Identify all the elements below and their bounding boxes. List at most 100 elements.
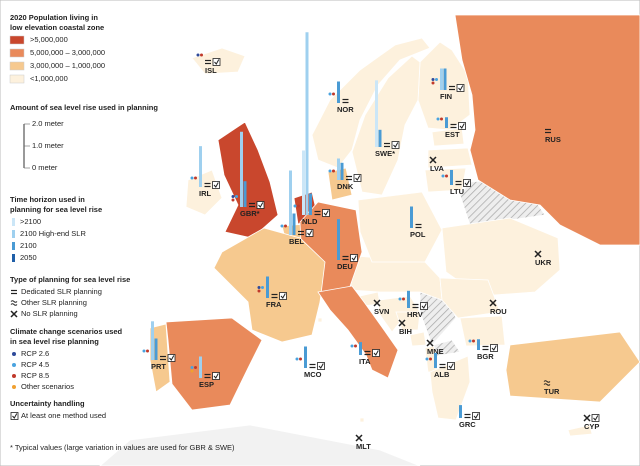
check-box xyxy=(305,229,314,237)
scenario-dot xyxy=(441,174,445,178)
legend-dot xyxy=(12,352,16,356)
legend-text: Other SLR planning xyxy=(21,298,87,307)
country-shape xyxy=(429,355,471,421)
legend-text: 2.0 meter xyxy=(32,119,64,128)
slr-bar xyxy=(337,219,340,260)
check-mark xyxy=(355,175,361,181)
planning-symbol xyxy=(429,156,437,164)
scenario-dot xyxy=(257,289,261,293)
country-label: TUR xyxy=(544,387,560,396)
planning-symbol xyxy=(489,299,497,307)
legend-text: Other scenarios xyxy=(21,382,74,391)
country-label: ALB xyxy=(434,370,450,379)
legend-text: 5,000,000 – 3,000,000 xyxy=(30,48,105,57)
check-mark xyxy=(213,182,219,188)
country-label: SVN xyxy=(374,307,389,316)
check-mark xyxy=(421,303,427,309)
scenario-dot xyxy=(235,195,238,198)
slr-bar xyxy=(199,356,202,378)
check-mark xyxy=(448,363,454,369)
planning-symbol xyxy=(543,380,551,386)
country-label: RUS xyxy=(545,135,561,144)
check-box xyxy=(472,412,480,420)
country-label: MCO xyxy=(304,370,322,379)
slr-bar xyxy=(337,81,340,103)
slr-bar xyxy=(266,276,269,298)
slr-bar xyxy=(434,352,437,368)
country-label: MNE xyxy=(427,347,444,356)
legend-text: 2100 High-end SLR xyxy=(20,229,86,238)
legend-text: low elevation coastal zone xyxy=(10,23,104,32)
slr-bar xyxy=(378,129,382,147)
legend-text: Type of planning for sea level rise xyxy=(10,275,130,284)
legend-text: Uncertainty handling xyxy=(10,399,85,408)
country-shape xyxy=(409,331,427,347)
check-box xyxy=(317,362,325,370)
country-label: BEL xyxy=(289,237,304,246)
scenario-dot xyxy=(231,195,235,198)
scenario-dot xyxy=(332,169,335,173)
legend-text: RCP 4.5 xyxy=(21,360,49,369)
slr-bar xyxy=(407,290,410,308)
legend-text: No SLR planning xyxy=(21,309,78,318)
footnote: * Typical values (large variation in val… xyxy=(10,443,235,452)
slr-bar xyxy=(359,342,362,355)
country-label: MLT xyxy=(356,442,371,451)
legend-swatch xyxy=(9,48,25,58)
country-label: BGR xyxy=(477,352,494,361)
check-box xyxy=(322,209,330,217)
scenario-dot xyxy=(435,78,438,81)
scenario-dot xyxy=(146,349,149,353)
planning-symbol xyxy=(534,250,542,258)
check-box xyxy=(372,349,380,357)
scenario-dot xyxy=(261,286,264,289)
scenario-dot xyxy=(468,339,472,343)
scenario-dot xyxy=(190,176,194,180)
check-mark xyxy=(307,230,313,236)
legend-dot xyxy=(12,363,16,367)
country-shape xyxy=(427,147,473,169)
check-box xyxy=(463,179,471,187)
slr-bar xyxy=(459,405,462,418)
country-label: GRC xyxy=(459,420,476,429)
country-shape xyxy=(213,227,326,343)
legend-text: RCP 2.6 xyxy=(21,349,49,358)
country-label: GBR* xyxy=(240,209,260,218)
scenario-dot xyxy=(328,92,332,96)
scenario-dot xyxy=(472,339,475,343)
check-mark xyxy=(459,123,465,129)
check-box xyxy=(167,354,176,362)
country-shape xyxy=(217,121,279,239)
scenario-dot xyxy=(429,357,432,361)
check-box xyxy=(458,122,466,130)
scenario-dot xyxy=(354,344,357,348)
check-mark xyxy=(458,85,464,91)
slr-bar xyxy=(450,169,453,185)
check-mark xyxy=(593,415,599,421)
planning-symbol xyxy=(583,414,591,422)
scenario-dot xyxy=(402,297,405,301)
check-mark xyxy=(351,255,357,261)
slr-bar xyxy=(240,131,243,207)
legend-text: 3,000,000 – 1,000,000 xyxy=(30,61,105,70)
country-shape xyxy=(439,277,501,319)
check-mark xyxy=(473,413,479,419)
check-box xyxy=(212,181,220,189)
scenario-dot xyxy=(295,357,299,361)
check-box xyxy=(279,292,287,300)
slr-bar xyxy=(305,32,309,215)
scenario-dot xyxy=(293,204,297,208)
country-label: ISL xyxy=(205,66,217,75)
slr-bar xyxy=(337,158,340,180)
planning-symbol xyxy=(10,310,18,318)
country-shape xyxy=(357,191,443,263)
country-label: UKR xyxy=(535,258,552,267)
slr-bar xyxy=(375,80,378,147)
country-label: LVA xyxy=(430,164,444,173)
legend-text: <1,000,000 xyxy=(30,74,68,83)
scenario-dot xyxy=(280,224,284,228)
country-label: EST xyxy=(445,130,460,139)
check-mark xyxy=(169,355,175,361)
